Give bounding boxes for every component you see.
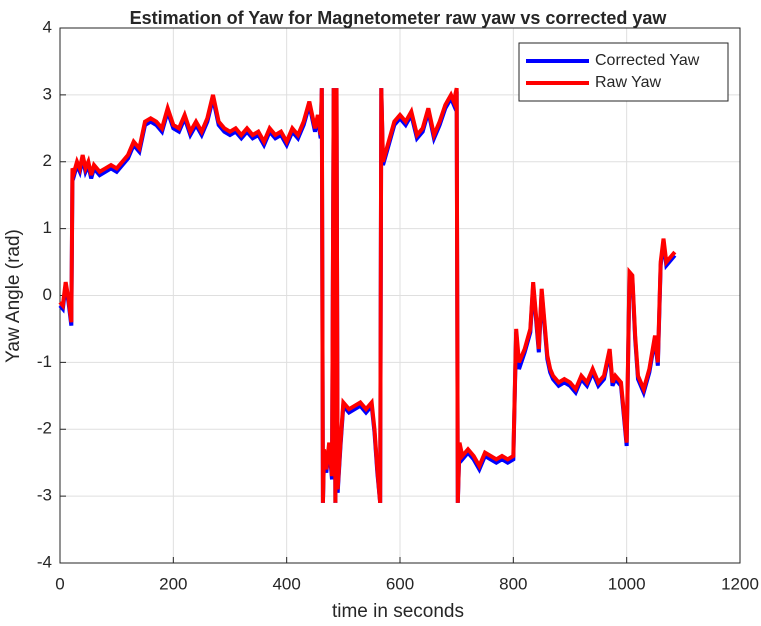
legend-box <box>518 42 729 102</box>
y-tick-label: 3 <box>43 84 52 103</box>
x-tick-label: 1200 <box>721 574 759 593</box>
y-axis-label: Yaw Angle (rad) <box>3 229 24 363</box>
x-tick-label: 400 <box>272 574 300 593</box>
chart-title: Estimation of Yaw for Magnetometer raw y… <box>130 8 668 28</box>
legend-label: Corrected Yaw <box>595 52 700 69</box>
y-tick-label: -2 <box>37 419 52 438</box>
legend-label: Raw Yaw <box>595 74 662 91</box>
x-tick-label: 600 <box>386 574 414 593</box>
x-axis-label: time in seconds <box>332 601 464 622</box>
y-tick-label: -4 <box>37 552 52 571</box>
x-tick-label: 1000 <box>608 574 646 593</box>
y-tick-label: -3 <box>37 486 52 505</box>
x-tick-label: 800 <box>499 574 527 593</box>
series-line <box>58 88 677 503</box>
plot-frame <box>59 27 741 564</box>
x-tick-label: 0 <box>55 574 64 593</box>
y-tick-label: 2 <box>43 151 52 170</box>
y-tick-label: 1 <box>43 218 52 237</box>
y-tick-label: 4 <box>43 17 52 36</box>
x-tick-label: 200 <box>159 574 187 593</box>
y-tick-label: 0 <box>43 285 52 304</box>
y-tick-label: -1 <box>37 352 52 371</box>
series-line <box>58 87 677 503</box>
